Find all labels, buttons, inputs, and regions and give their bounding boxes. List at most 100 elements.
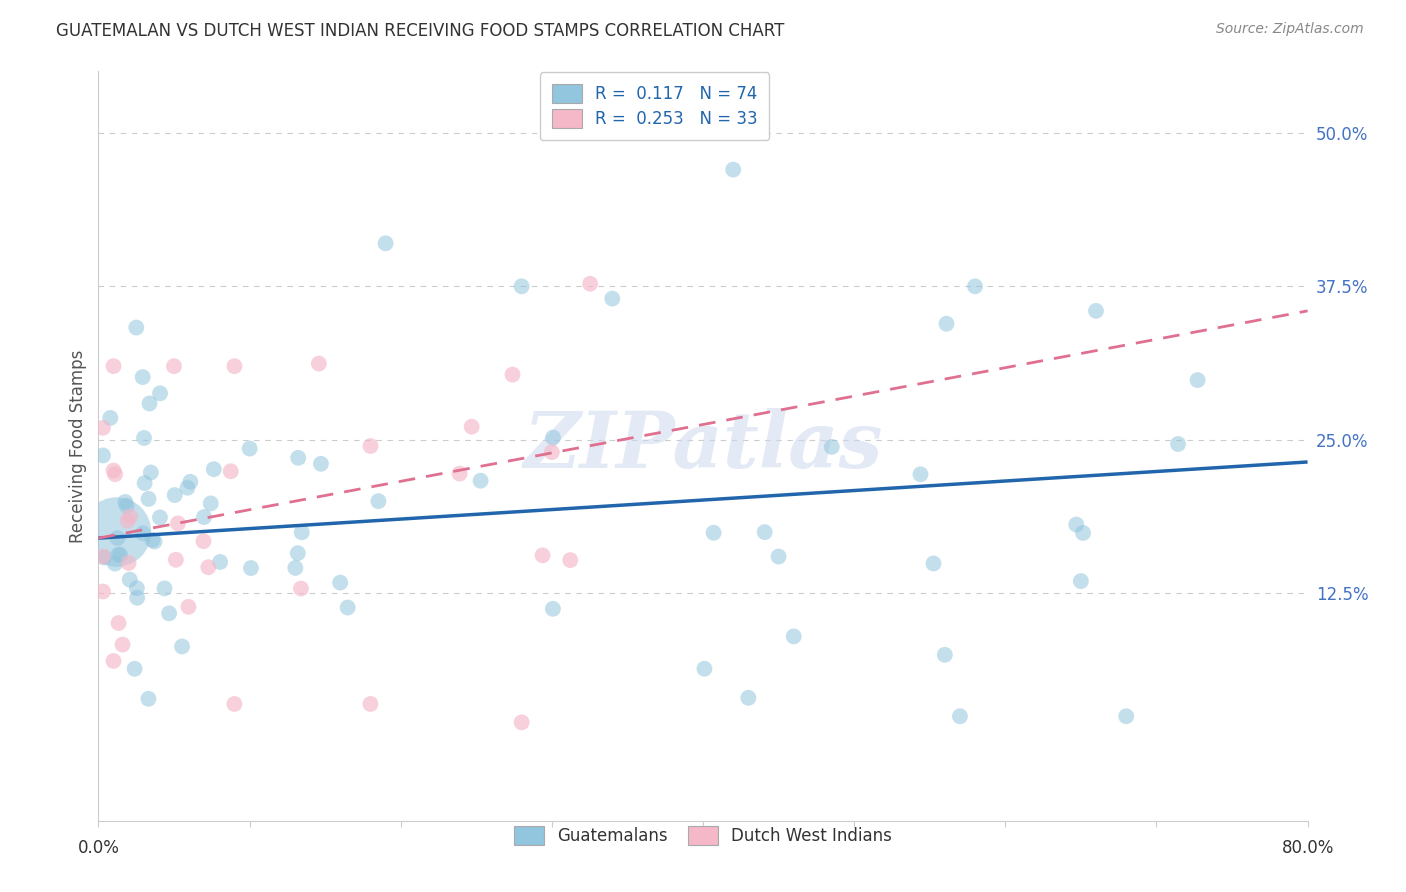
Point (460, 419, 482, 434)
Point (284, 561, 307, 575)
Point (103, 654, 125, 668)
Point (179, 475, 201, 489)
Point (309, 457, 332, 471)
Point (239, 561, 262, 575)
Point (965, 279, 987, 293)
Point (291, 525, 314, 540)
Point (143, 534, 166, 549)
Point (768, 549, 790, 564)
Point (470, 474, 492, 488)
Text: Source: ZipAtlas.com: Source: ZipAtlas.com (1216, 22, 1364, 37)
Point (541, 430, 564, 444)
Point (141, 533, 163, 547)
Point (125, 581, 148, 595)
Point (754, 525, 776, 540)
Point (287, 546, 309, 560)
Point (153, 582, 176, 596)
Point (290, 582, 312, 596)
Text: ZIPatlas: ZIPatlas (523, 408, 883, 484)
Point (737, 690, 759, 705)
Point (132, 526, 155, 541)
Point (149, 510, 172, 524)
Point (91, 584, 114, 599)
Point (165, 553, 187, 567)
Point (1085, 304, 1108, 318)
Point (1064, 517, 1087, 532)
Point (209, 555, 232, 569)
Point (104, 557, 127, 571)
Point (197, 560, 219, 574)
Point (449, 467, 471, 481)
Point (98, 410, 121, 425)
Point (107, 615, 129, 630)
Point (91, 549, 114, 564)
Point (602, 292, 624, 306)
Point (125, 320, 148, 334)
Point (935, 317, 957, 331)
Point (132, 431, 155, 445)
Point (1071, 525, 1094, 540)
Point (1115, 709, 1137, 723)
Text: 0.0%: 0.0% (77, 839, 120, 857)
Point (219, 464, 242, 478)
Point (107, 548, 129, 562)
Point (783, 629, 806, 643)
Point (105, 524, 128, 539)
Point (510, 279, 533, 293)
Point (104, 467, 127, 482)
Point (163, 488, 186, 502)
Point (167, 516, 190, 531)
Point (224, 359, 246, 373)
Point (540, 445, 562, 459)
Point (157, 607, 180, 621)
Point (117, 556, 139, 570)
Point (821, 440, 844, 454)
Point (287, 450, 309, 465)
Point (117, 514, 139, 528)
Point (107, 531, 129, 545)
Point (176, 481, 198, 495)
Point (103, 359, 125, 373)
Point (118, 573, 141, 587)
Point (163, 359, 186, 373)
Point (93, 550, 115, 565)
Point (111, 638, 134, 652)
Point (502, 368, 524, 382)
Point (723, 162, 745, 177)
Point (200, 496, 222, 510)
Point (193, 534, 215, 549)
Point (922, 557, 945, 571)
Point (193, 510, 215, 524)
Point (202, 462, 225, 476)
Point (115, 499, 138, 513)
Point (114, 495, 136, 509)
Point (579, 277, 602, 291)
Point (949, 709, 972, 723)
Point (127, 591, 149, 605)
Point (91, 421, 114, 435)
Point (360, 439, 382, 453)
Point (560, 553, 582, 567)
Point (108, 548, 131, 562)
Point (103, 464, 125, 478)
Point (1167, 437, 1189, 451)
Point (131, 370, 153, 384)
Point (224, 697, 246, 711)
Point (360, 697, 382, 711)
Point (239, 442, 262, 456)
Point (149, 386, 172, 401)
Point (703, 525, 725, 540)
Point (134, 476, 156, 491)
Legend: Guatemalans, Dutch West Indians: Guatemalans, Dutch West Indians (506, 818, 900, 854)
Point (124, 662, 146, 676)
Point (336, 600, 359, 615)
Point (541, 602, 564, 616)
Point (177, 599, 200, 614)
Text: 80.0%: 80.0% (1281, 839, 1334, 857)
Point (139, 466, 162, 480)
Y-axis label: Receiving Food Stamps: Receiving Food Stamps (69, 350, 87, 542)
Point (329, 575, 352, 590)
Point (934, 648, 956, 662)
Point (910, 467, 932, 482)
Point (693, 662, 716, 676)
